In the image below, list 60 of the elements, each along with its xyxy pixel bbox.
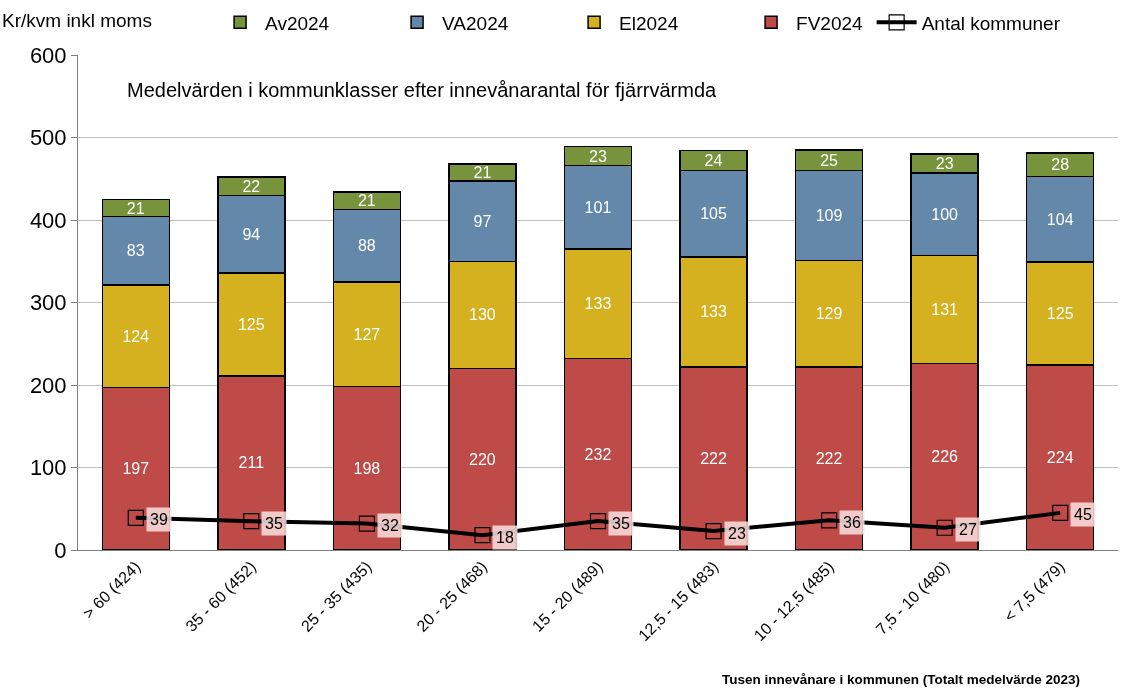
data-label: 127 <box>353 325 381 343</box>
data-label: 131 <box>931 301 959 319</box>
x-axis-title: Tusen innevånare i kommunen (Totalt medelvärde 2023) <box>722 672 1081 687</box>
data-label: 25 <box>820 151 839 169</box>
data-label: 23 <box>935 154 954 172</box>
data-label: 129 <box>815 305 843 323</box>
data-label: 45 <box>1074 506 1092 523</box>
data-label: 198 <box>353 459 381 477</box>
data-label: 222 <box>700 449 727 467</box>
legend-label: Antal kommuner <box>921 12 1061 34</box>
data-label: 109 <box>815 206 843 224</box>
data-label: 100 <box>931 205 959 223</box>
data-label: 27 <box>959 521 977 538</box>
data-label: 232 <box>584 445 612 463</box>
data-label: 32 <box>381 517 399 534</box>
data-label: 21 <box>473 164 492 182</box>
y-tick-label: 400 <box>29 207 67 233</box>
data-label: 83 <box>126 242 145 260</box>
y-tick-label: 100 <box>29 455 67 481</box>
data-label: 133 <box>700 303 727 321</box>
data-label: 21 <box>357 192 376 210</box>
data-label: 28 <box>1051 156 1070 174</box>
legend-label: VA2024 <box>442 12 509 34</box>
data-label: 101 <box>584 198 612 216</box>
data-label: 130 <box>469 306 496 324</box>
data-label: 224 <box>1046 449 1074 467</box>
data-label: 125 <box>237 315 265 333</box>
data-label: 39 <box>150 511 168 528</box>
data-label: 211 <box>238 454 265 472</box>
data-label: 105 <box>700 205 727 223</box>
y-tick-label: 200 <box>29 372 67 398</box>
y-axis-title: Kr/kvm inkl moms <box>2 10 152 31</box>
y-tick-label: 500 <box>29 125 67 151</box>
text: Medelvärden i kommunklasser efter innevånarantal för fjärrvärmda <box>127 79 718 101</box>
data-label: 222 <box>815 449 843 467</box>
legend-label: FV2024 <box>796 12 864 34</box>
legend-label: Av2024 <box>265 12 330 34</box>
data-label: 88 <box>357 237 376 255</box>
data-label: 125 <box>1046 305 1074 323</box>
data-label: 22 <box>242 177 261 195</box>
data-label: 226 <box>931 448 959 466</box>
data-label: 36 <box>843 514 861 531</box>
data-label: 18 <box>496 529 514 546</box>
data-label: 35 <box>612 515 630 532</box>
y-tick-label: 300 <box>29 290 67 316</box>
data-label: 124 <box>122 327 150 345</box>
data-label: 133 <box>584 295 612 313</box>
data-label: 21 <box>126 199 145 217</box>
data-label: 24 <box>704 152 723 170</box>
y-tick-label: 600 <box>29 42 67 68</box>
y-tick-label: 0 <box>54 537 67 563</box>
data-label: 197 <box>122 460 150 478</box>
data-label: 23 <box>589 147 607 165</box>
data-label: 104 <box>1046 210 1074 228</box>
data-label: 35 <box>265 515 283 532</box>
data-label: 220 <box>469 450 496 468</box>
legend-label: El2024 <box>619 12 679 34</box>
data-label: 97 <box>473 212 492 230</box>
data-label: 94 <box>242 225 261 243</box>
data-label: 23 <box>728 525 746 542</box>
